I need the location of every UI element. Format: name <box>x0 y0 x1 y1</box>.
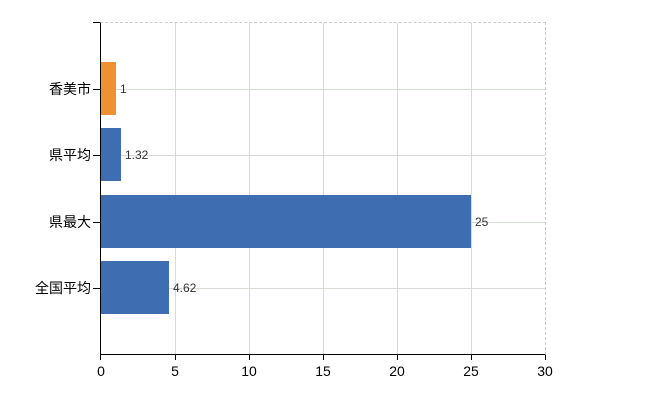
y-axis-tick <box>93 89 100 90</box>
x-axis-tick <box>397 355 398 360</box>
x-axis-tick <box>471 355 472 360</box>
bar-value-label: 25 <box>475 215 489 229</box>
gridline-horizontal <box>101 288 545 289</box>
bar <box>101 261 169 314</box>
x-axis-tick <box>100 355 101 360</box>
y-axis-tick <box>93 222 100 223</box>
category-label: 県最大 <box>49 214 91 230</box>
bar <box>101 128 121 181</box>
category-label: 全国平均 <box>35 280 91 296</box>
x-axis-tick <box>249 355 250 360</box>
gridline-vertical <box>175 23 176 354</box>
x-axis-tick <box>175 355 176 360</box>
category-label: 県平均 <box>49 147 91 163</box>
bar-value-label: 1.32 <box>125 148 149 162</box>
y-axis-tick <box>93 155 100 156</box>
bar <box>101 62 116 115</box>
bar-value-label: 1 <box>120 82 127 96</box>
x-tick-label: 30 <box>537 363 553 379</box>
category-label: 香美市 <box>49 81 91 97</box>
bar <box>101 195 471 248</box>
x-tick-label: 20 <box>389 363 405 379</box>
gridline-vertical <box>471 23 472 354</box>
gridline-vertical <box>249 23 250 354</box>
x-axis-tick <box>545 355 546 360</box>
gridline-vertical <box>323 23 324 354</box>
gridline-vertical <box>397 23 398 354</box>
y-axis-top-tick <box>93 22 100 23</box>
gridline-horizontal <box>101 89 545 90</box>
bar-value-label: 4.62 <box>173 281 197 295</box>
x-axis-tick <box>323 355 324 360</box>
x-tick-label: 10 <box>241 363 257 379</box>
gridline-horizontal <box>101 155 545 156</box>
x-tick-label: 15 <box>315 363 331 379</box>
x-tick-label: 5 <box>171 363 179 379</box>
x-tick-label: 25 <box>463 363 479 379</box>
plot-area: 1 香美市 1.32 県平均 25 県最大 4.62 全国平均 0 5 10 15 20 25 30 <box>35 22 553 379</box>
x-tick-label: 0 <box>97 363 105 379</box>
y-axis-tick <box>93 288 100 289</box>
